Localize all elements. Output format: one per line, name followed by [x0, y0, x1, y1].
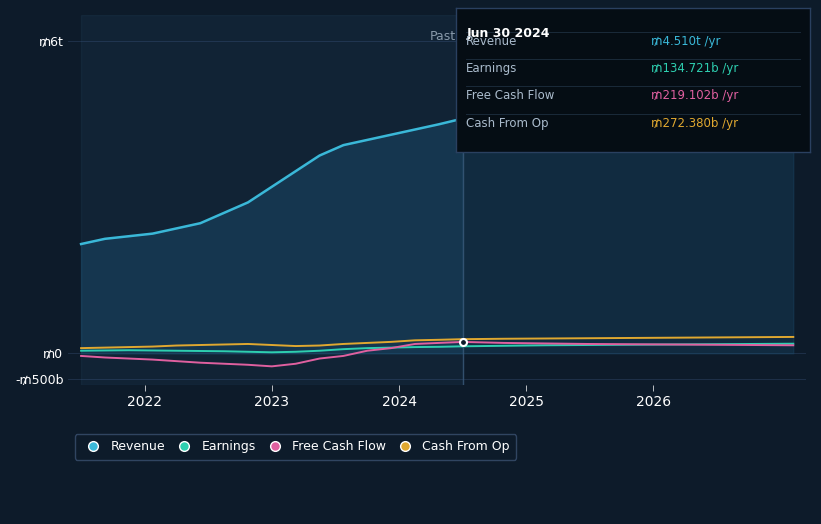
Text: ₥219.102b /yr: ₥219.102b /yr — [651, 89, 738, 102]
Text: ₥4.510t /yr: ₥4.510t /yr — [651, 35, 720, 48]
Text: Analysts Forecasts: Analysts Forecasts — [469, 30, 585, 43]
Text: Past: Past — [430, 30, 456, 43]
Text: Earnings: Earnings — [466, 62, 518, 75]
Text: Revenue: Revenue — [466, 35, 518, 48]
Bar — [81, 15, 462, 385]
Text: ₥134.721b /yr: ₥134.721b /yr — [651, 62, 738, 75]
Text: Cash From Op: Cash From Op — [466, 117, 548, 129]
Legend: Revenue, Earnings, Free Cash Flow, Cash From Op: Revenue, Earnings, Free Cash Flow, Cash … — [75, 434, 516, 460]
Text: Jun 30 2024: Jun 30 2024 — [466, 27, 550, 40]
Text: ₥272.380b /yr: ₥272.380b /yr — [651, 117, 738, 129]
Text: Free Cash Flow: Free Cash Flow — [466, 89, 555, 102]
